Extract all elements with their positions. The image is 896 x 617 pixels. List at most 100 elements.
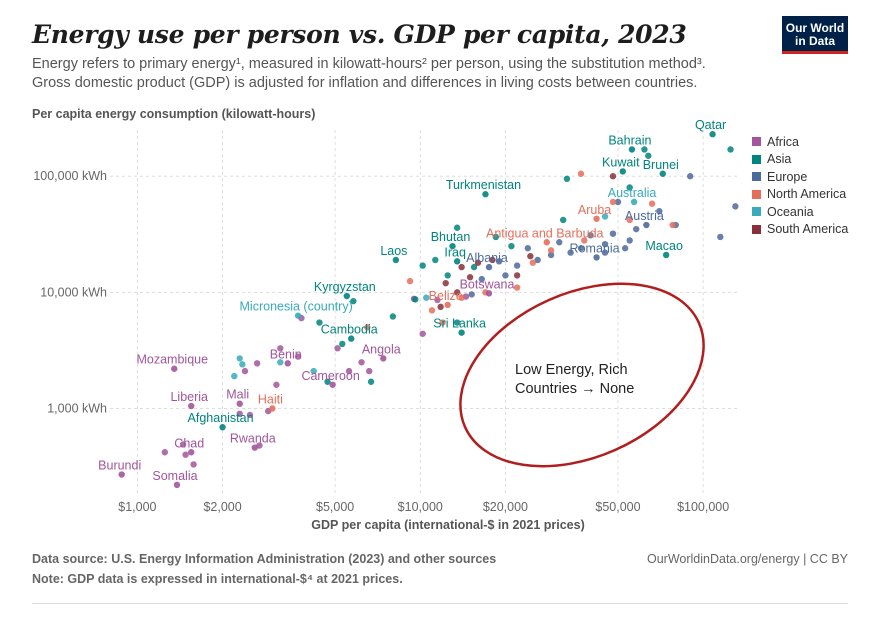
data-point: [350, 297, 357, 305]
data-point: [587, 232, 594, 239]
data-point: [406, 277, 414, 285]
data-point: [641, 146, 648, 153]
data-point: [458, 294, 465, 301]
data-point-labeled: [171, 365, 178, 372]
data-point: [547, 247, 555, 254]
data-point: [563, 175, 571, 183]
data-point-labeled: [329, 381, 336, 388]
point-label: Somalia: [152, 469, 197, 483]
data-point-labeled: [294, 312, 302, 319]
data-point: [609, 198, 617, 206]
data-point: [614, 198, 622, 206]
annotation-text-line-1: Low Energy, Rich: [515, 362, 628, 378]
data-point: [231, 372, 238, 380]
point-label: Cambodia: [321, 323, 378, 337]
legend-swatch: [752, 207, 761, 217]
data-point: [529, 259, 537, 266]
data-point: [310, 367, 317, 375]
data-point: [686, 173, 694, 180]
data-point: [559, 216, 567, 224]
data-source-text: Data source: U.S. Energy Information Adm…: [32, 552, 497, 566]
data-point: [453, 319, 461, 326]
legend-label: Asia: [767, 152, 792, 167]
data-point: [366, 367, 373, 375]
data-point-labeled: [709, 131, 716, 138]
data-source: Data source: U.S. Energy Information Adm…: [32, 552, 496, 566]
legend-swatch: [752, 189, 761, 199]
data-point: [508, 242, 515, 250]
legend-item[interactable]: North America: [752, 186, 848, 204]
point-label: Liberia: [170, 390, 208, 404]
data-note-text: Note: GDP data is expressed in internati…: [32, 572, 403, 586]
data-point: [334, 345, 341, 352]
legend-label: South America: [767, 222, 849, 237]
data-point: [246, 411, 254, 419]
data-point: [567, 249, 574, 256]
data-point: [419, 262, 426, 269]
point-label: Austria: [625, 209, 664, 223]
data-point: [489, 256, 496, 264]
point-label: Mozambique: [136, 353, 208, 367]
data-point: [633, 225, 640, 233]
point-label: Haiti: [258, 393, 283, 407]
legend-item[interactable]: Asia: [752, 151, 848, 169]
legend-label: Europe: [767, 169, 808, 184]
point-label: Macao: [645, 239, 683, 253]
point-label: Angola: [362, 342, 401, 356]
legend-label: Oceania: [767, 204, 814, 219]
data-point-labeled: [659, 170, 666, 177]
data-point-labeled: [449, 242, 456, 250]
data-point: [389, 313, 397, 320]
point-label: Turkmenistan: [446, 178, 521, 192]
x-tick-label: $50,000: [595, 500, 640, 514]
owid-logo[interactable]: Our World in Data: [782, 16, 848, 54]
point-label: Australia: [608, 186, 657, 200]
legend-item[interactable]: Europe: [752, 168, 848, 186]
data-point: [179, 441, 187, 448]
data-point: [513, 262, 521, 269]
data-point: [626, 184, 633, 191]
source-link[interactable]: OurWorldinData.org/energy | CC BY: [646, 552, 848, 566]
data-point-labeled: [485, 263, 493, 271]
logo-line-2: in Data: [794, 34, 835, 48]
logo-line-1: Our World: [785, 21, 845, 35]
point-label: Afghanistan: [188, 411, 254, 425]
x-tick-label: $2,000: [203, 500, 241, 514]
data-point: [732, 203, 739, 210]
data-point: [609, 173, 617, 180]
data-point: [324, 378, 331, 385]
data-point: [345, 367, 353, 375]
data-point: [273, 381, 280, 388]
data-point: [656, 207, 663, 215]
data-point: [367, 378, 375, 385]
data-point: [419, 330, 426, 337]
data-point: [453, 224, 461, 231]
data-point: [339, 340, 346, 348]
data-point: [727, 146, 734, 153]
data-point-labeled: [284, 360, 291, 367]
data-note: Note: GDP data is expressed in internati…: [32, 572, 403, 586]
data-point: [412, 296, 419, 303]
legend-item[interactable]: Oceania: [752, 203, 848, 221]
data-point: [277, 359, 284, 366]
data-point-labeled: [219, 424, 226, 431]
point-label: Kuwait: [602, 155, 640, 169]
data-point: [577, 245, 585, 252]
data-point: [626, 237, 633, 244]
data-point: [534, 256, 541, 264]
data-point-labeled: [251, 444, 258, 451]
legend-item[interactable]: Africa: [752, 133, 848, 151]
legend-item[interactable]: South America: [752, 221, 848, 239]
data-point: [466, 274, 474, 281]
point-label: Benin: [270, 347, 302, 361]
point-label: Romania: [570, 241, 620, 255]
data-point: [601, 213, 609, 220]
data-point-labeled: [343, 292, 351, 300]
data-point: [470, 263, 478, 271]
data-point-labeled: [188, 449, 195, 456]
data-point-labeled: [619, 168, 627, 175]
annotation-ellipse: [459, 282, 705, 468]
x-tick-label: $10,000: [398, 500, 443, 514]
data-point: [182, 451, 189, 458]
